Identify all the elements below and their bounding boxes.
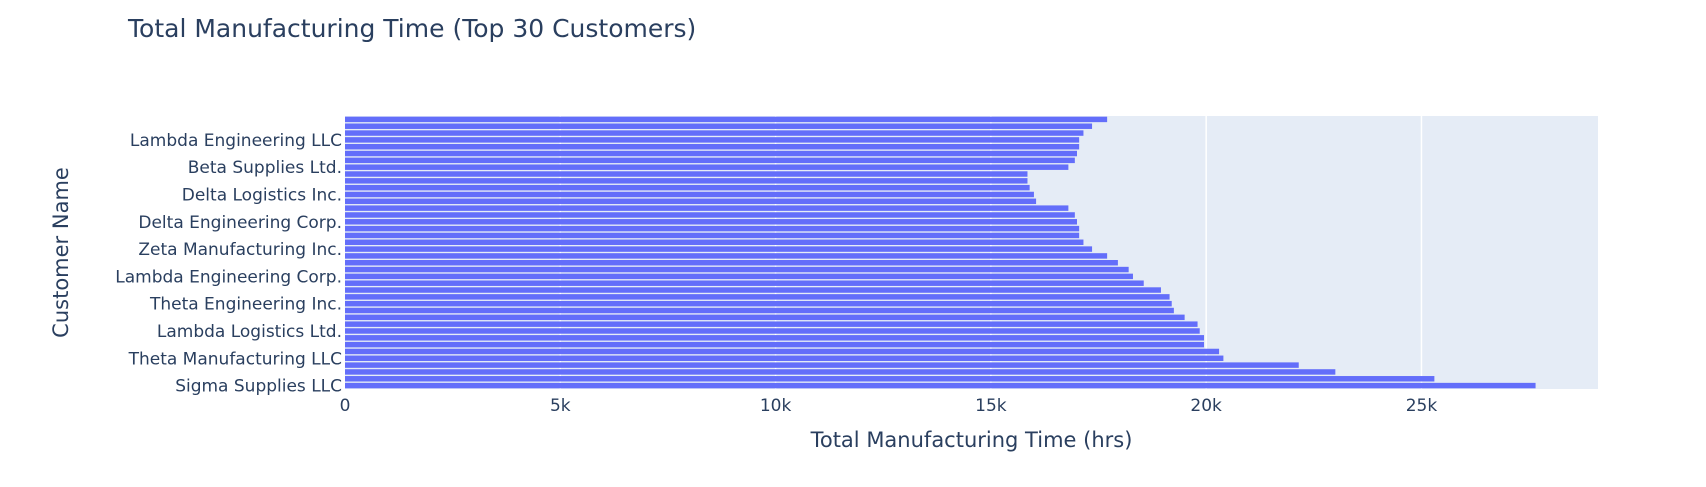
x-tick-label: 15k bbox=[975, 396, 1007, 416]
bar bbox=[345, 171, 1028, 177]
x-tick-label: 0 bbox=[340, 396, 351, 416]
bar bbox=[345, 321, 1198, 327]
bar bbox=[345, 198, 1037, 205]
bar bbox=[345, 225, 1080, 232]
bar bbox=[345, 253, 1108, 259]
y-tick-label: Lambda Engineering LLC bbox=[130, 131, 342, 151]
y-tick-label: Sigma Supplies LLC bbox=[175, 377, 342, 397]
bar bbox=[345, 348, 1220, 355]
bar bbox=[345, 219, 1077, 225]
bar bbox=[345, 273, 1133, 280]
bars bbox=[345, 116, 1536, 389]
y-tick-labels: Sigma Supplies LLC Theta Manufacturing LL… bbox=[115, 131, 342, 397]
x-tick-label: 20k bbox=[1190, 396, 1222, 416]
bar bbox=[345, 157, 1075, 164]
bar bbox=[345, 116, 1108, 123]
bar bbox=[345, 300, 1172, 307]
plot-background bbox=[345, 116, 1598, 389]
bar bbox=[345, 307, 1174, 314]
bar bbox=[345, 287, 1161, 293]
bar bbox=[345, 130, 1084, 136]
bar bbox=[345, 143, 1080, 150]
y-tick-label: Delta Engineering Corp. bbox=[138, 213, 342, 233]
y-axis-title: Customer Name bbox=[49, 167, 73, 338]
bar bbox=[345, 280, 1144, 286]
bar bbox=[345, 382, 1536, 389]
x-tick-label: 5k bbox=[550, 396, 571, 416]
bar bbox=[345, 191, 1034, 198]
chart-title: Total Manufacturing Time (Top 30 Custome… bbox=[128, 14, 697, 43]
bar bbox=[345, 232, 1080, 239]
y-tick-label: Theta Engineering Inc. bbox=[149, 295, 342, 315]
bar bbox=[345, 164, 1069, 170]
y-tick-label: Delta Logistics Inc. bbox=[182, 185, 342, 205]
y-tick-label: Theta Manufacturing LLC bbox=[128, 349, 342, 369]
bar bbox=[345, 369, 1336, 375]
bar bbox=[345, 123, 1093, 129]
x-tick-label: 10k bbox=[760, 396, 792, 416]
bar bbox=[345, 341, 1205, 348]
bar bbox=[345, 150, 1077, 157]
bar bbox=[345, 376, 1435, 382]
bar bbox=[345, 178, 1028, 184]
bar bbox=[345, 362, 1299, 368]
bar bbox=[345, 260, 1118, 266]
bar bbox=[345, 246, 1093, 252]
bar bbox=[345, 335, 1205, 341]
bar bbox=[345, 239, 1084, 245]
x-axis-title: Total Manufacturing Time (hrs) bbox=[810, 428, 1133, 452]
x-tick-label: 25k bbox=[1406, 396, 1438, 416]
bar bbox=[345, 314, 1185, 321]
bar bbox=[345, 266, 1129, 273]
bar bbox=[345, 294, 1170, 300]
bar bbox=[345, 184, 1030, 191]
bar bbox=[345, 137, 1080, 143]
bar bbox=[345, 205, 1069, 211]
y-tick-label: Beta Supplies Ltd. bbox=[188, 158, 342, 178]
y-tick-label: Zeta Manufacturing Inc. bbox=[138, 240, 342, 260]
x-tick-labels: 0 5k 10k 15k 20k 25k bbox=[340, 396, 1438, 416]
bar bbox=[345, 212, 1075, 218]
bar bbox=[345, 328, 1200, 334]
bar bbox=[345, 355, 1224, 362]
y-tick-label: Lambda Engineering Corp. bbox=[115, 267, 342, 287]
y-tick-label: Lambda Logistics Ltd. bbox=[157, 322, 342, 342]
